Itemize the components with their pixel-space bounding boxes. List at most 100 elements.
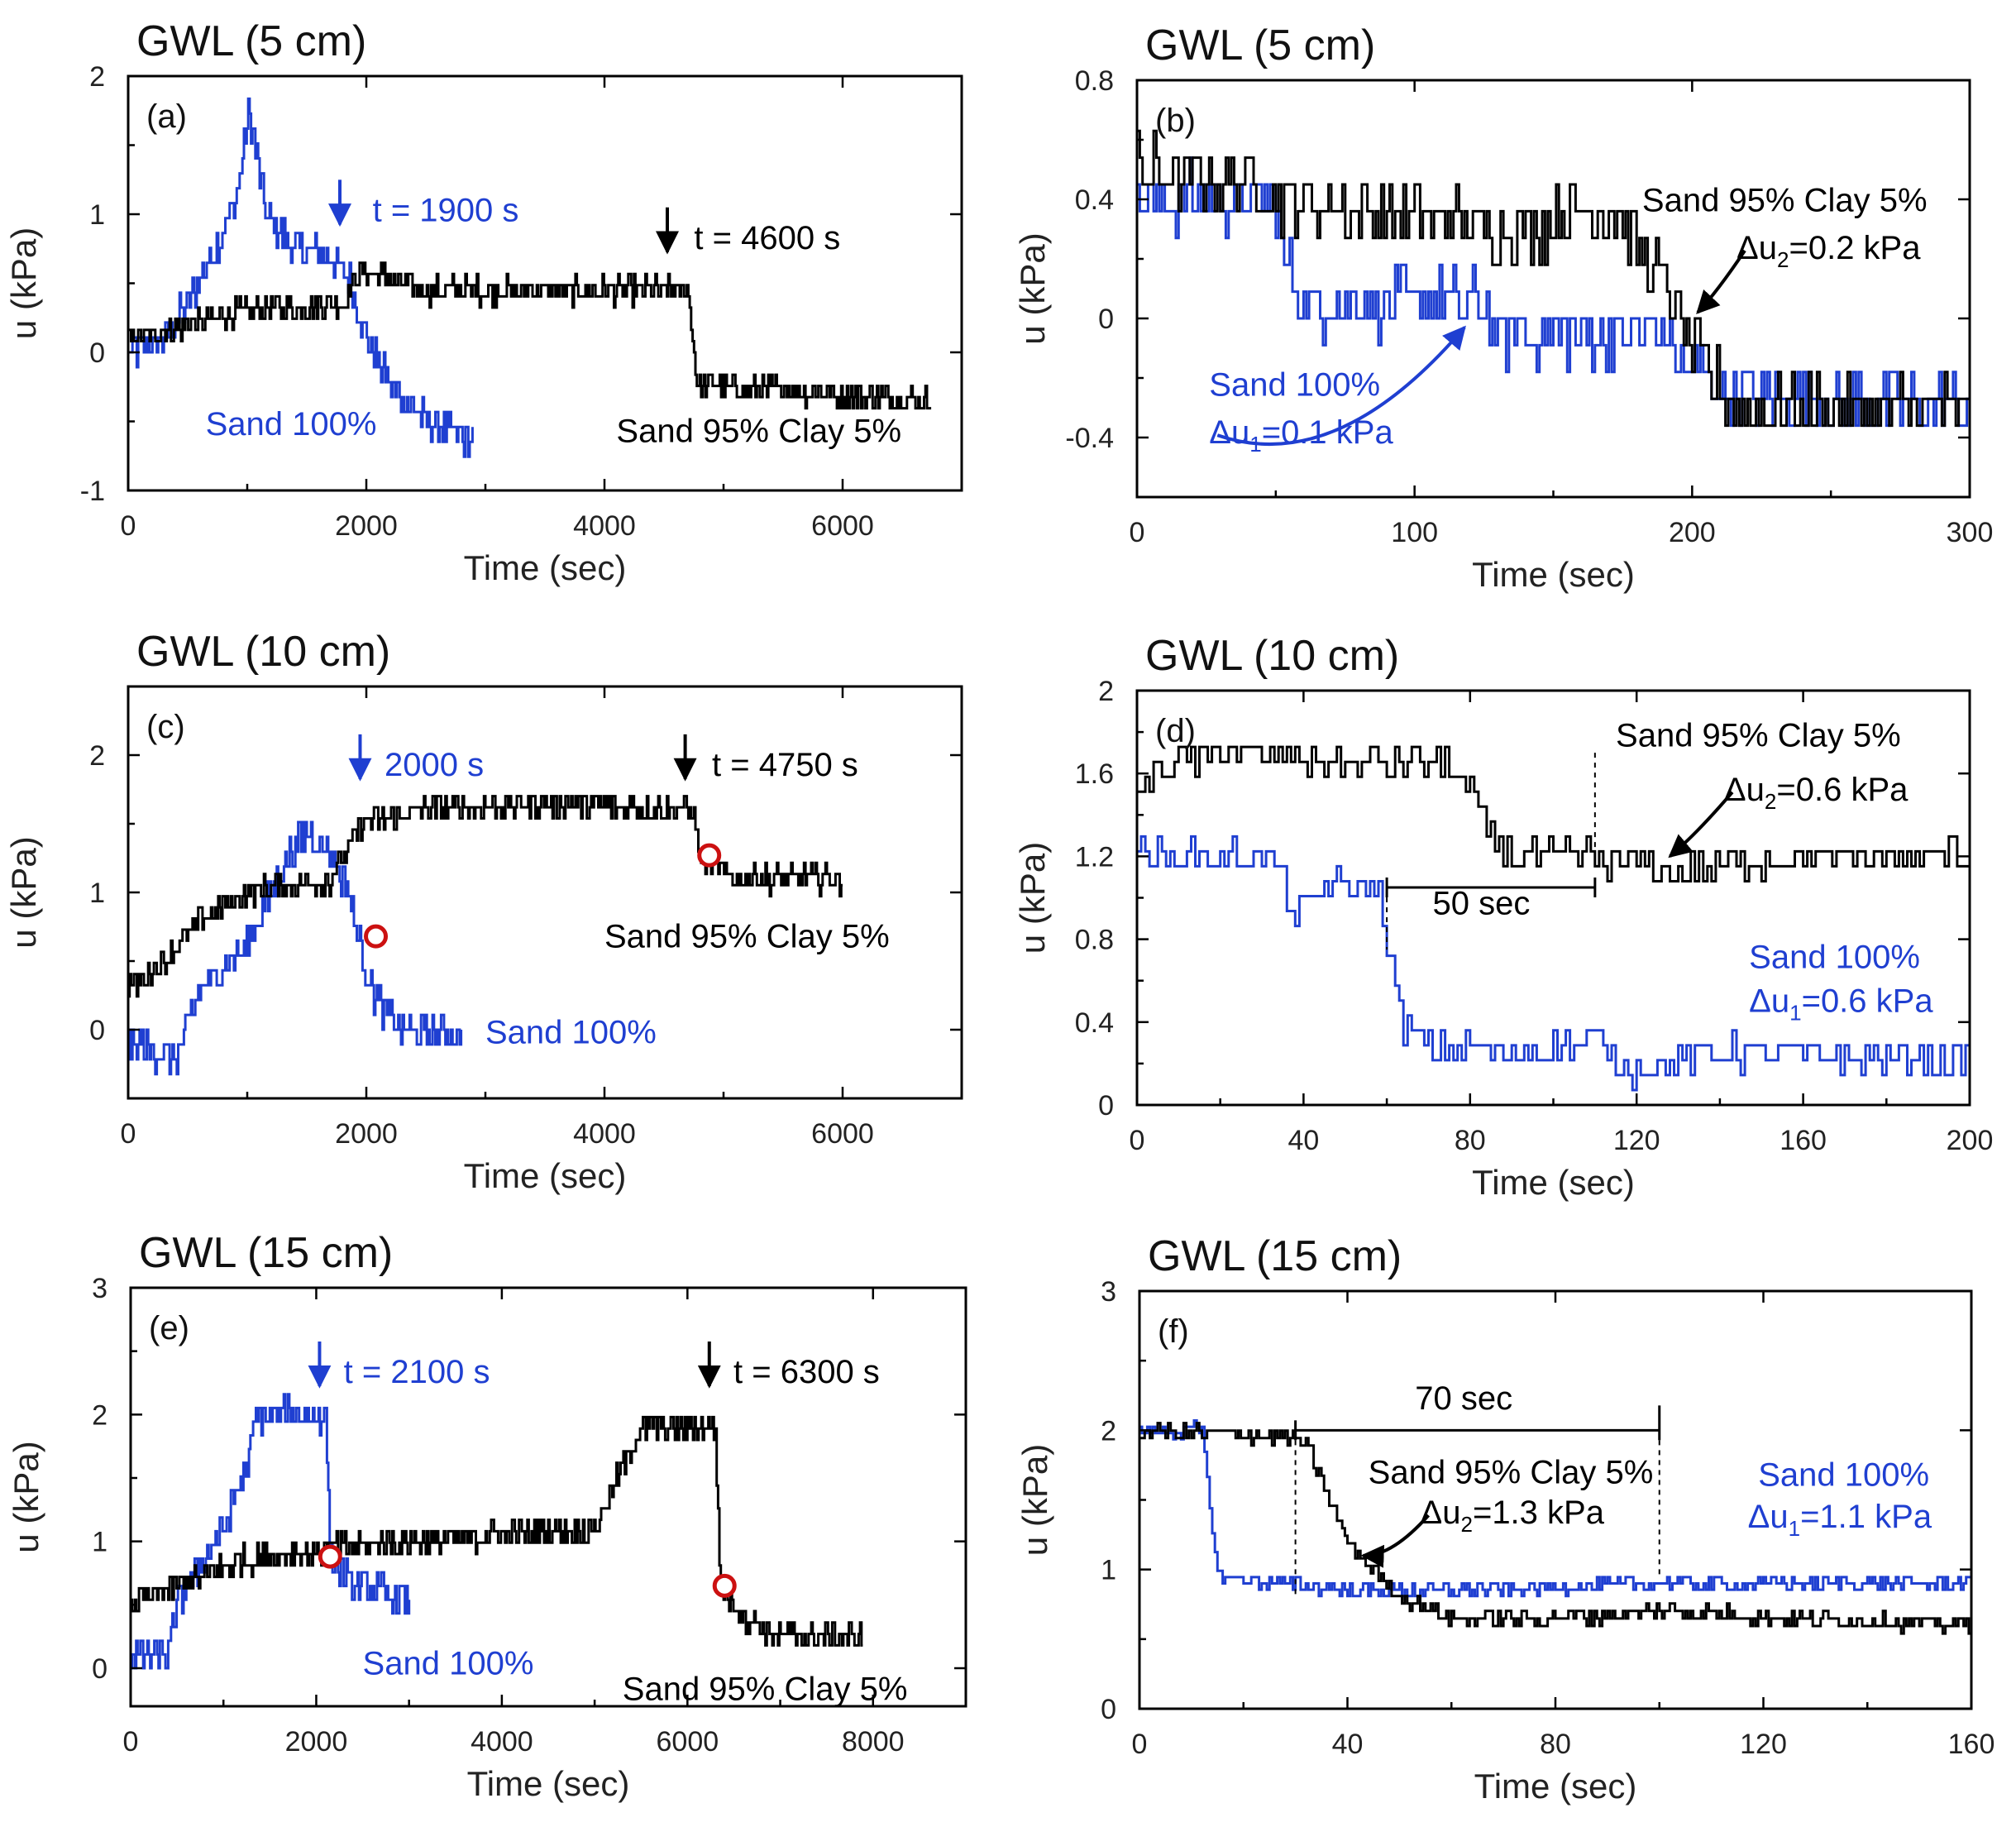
x-tick-label: 2000 bbox=[285, 1726, 348, 1758]
x-tick-label: 100 bbox=[1391, 517, 1438, 548]
panel-a: GWL (5 cm) 0 2000 4000 6000 -1 0 1 2 Time (sec) u … bbox=[4, 17, 963, 587]
y-tick-label: 1.6 bbox=[1075, 758, 1114, 790]
series-mix-line bbox=[1137, 129, 1970, 428]
x-tick-label: 4000 bbox=[573, 510, 636, 542]
x-tick-label: 6000 bbox=[811, 510, 874, 542]
annotation-label: Sand 100% bbox=[206, 406, 377, 442]
panel-title: GWL (10 cm) bbox=[1145, 632, 1399, 680]
annotation-label: Δu2=0.6 kPa bbox=[1724, 772, 1909, 814]
y-tick-label: 0 bbox=[1101, 1694, 1116, 1725]
annotation-label: 2000 s bbox=[385, 747, 484, 783]
annotation-label: Sand 100% bbox=[363, 1646, 534, 1682]
panel-title: GWL (10 cm) bbox=[136, 628, 390, 676]
series-sand-line bbox=[131, 1393, 411, 1670]
panel-label: (b) bbox=[1155, 103, 1196, 139]
y-tick-label: 2 bbox=[1101, 1415, 1116, 1447]
x-axis-label: Time (sec) bbox=[1472, 555, 1635, 594]
y-tick-label: 1.2 bbox=[1075, 841, 1114, 873]
y-tick-label: 0.8 bbox=[1075, 925, 1114, 956]
x-tick-label: 8000 bbox=[842, 1726, 905, 1758]
x-axis-label: Time (sec) bbox=[467, 1764, 630, 1803]
x-axis-label: Time (sec) bbox=[464, 1156, 627, 1195]
panel-f: GWL (15 cm) 0 40 80 120 160 0 1 2 3 Time (sec) u (k… bbox=[1015, 1232, 1995, 1805]
annotation-label: Sand 95% Clay 5% bbox=[1616, 718, 1901, 754]
y-axis-label: u (kPa) bbox=[1015, 1444, 1054, 1556]
callout-arrow bbox=[1360, 1514, 1431, 1568]
annotation-label: 70 sec bbox=[1415, 1380, 1512, 1417]
transition-marker bbox=[318, 1544, 342, 1569]
panel-b: GWL (5 cm) 0 100 200 300 -0.4 0 0.4 0.8 Time (sec… bbox=[1013, 22, 1993, 594]
panel-label: (a) bbox=[146, 98, 187, 135]
annotation-label: Δu2=1.3 kPa bbox=[1421, 1495, 1605, 1537]
callout-arrow bbox=[1216, 325, 1466, 446]
x-tick-label: 80 bbox=[1540, 1729, 1571, 1760]
annotation-label: t = 6300 s bbox=[733, 1354, 880, 1390]
transition-marker bbox=[712, 1573, 737, 1598]
callout-arrow bbox=[1668, 791, 1734, 858]
x-tick-label: 2000 bbox=[335, 1118, 398, 1150]
x-tick-label: 120 bbox=[1740, 1729, 1787, 1760]
y-tick-label: 0 bbox=[92, 1653, 107, 1685]
callout-arrow bbox=[1696, 249, 1746, 314]
x-tick-label: 160 bbox=[1780, 1125, 1827, 1156]
annotation-label: t = 1900 s bbox=[373, 192, 519, 228]
x-tick-label: 200 bbox=[1669, 517, 1716, 548]
annotation-label: Δu1=0.6 kPa bbox=[1749, 983, 1933, 1025]
series-mix-line bbox=[128, 261, 932, 410]
y-tick-label: 0.4 bbox=[1075, 184, 1114, 216]
annotation-label: t = 4600 s bbox=[694, 220, 840, 256]
y-tick-label: 3 bbox=[1101, 1276, 1116, 1308]
series-mix-line bbox=[1137, 745, 1970, 882]
x-tick-label: 0 bbox=[1130, 1125, 1145, 1156]
series-sand-line bbox=[1137, 835, 1970, 1092]
y-tick-label: 0 bbox=[89, 1015, 105, 1046]
x-axis-label: Time (sec) bbox=[1474, 1767, 1637, 1805]
annotation-label: Sand 95% Clay 5% bbox=[1369, 1454, 1654, 1490]
panel-label: (e) bbox=[149, 1310, 189, 1346]
x-tick-label: 80 bbox=[1455, 1125, 1486, 1156]
x-tick-label: 0 bbox=[1132, 1729, 1148, 1760]
annotation-label: Sand 100% bbox=[1758, 1457, 1929, 1494]
y-axis-label: u (kPa) bbox=[1013, 842, 1052, 954]
y-tick-label: 3 bbox=[92, 1273, 107, 1304]
annotation-label: Sand 95% Clay 5% bbox=[616, 414, 901, 450]
panel-label: (c) bbox=[146, 709, 185, 745]
annotation-label: Δu2=0.2 kPa bbox=[1737, 230, 1921, 272]
y-axis-label: u (kPa) bbox=[1013, 232, 1052, 344]
y-tick-label: 2 bbox=[89, 740, 105, 772]
y-tick-label: 0.4 bbox=[1075, 1007, 1114, 1039]
y-tick-label: 0.8 bbox=[1075, 65, 1114, 97]
x-axis-label: Time (sec) bbox=[464, 548, 627, 587]
plot-frame bbox=[129, 1286, 967, 1708]
x-tick-label: 4000 bbox=[573, 1118, 636, 1150]
panel-title: GWL (5 cm) bbox=[1145, 22, 1375, 69]
annotation-label: Δu1=0.1 kPa bbox=[1209, 414, 1393, 457]
y-tick-label: 1 bbox=[89, 878, 105, 909]
annotation-label: Sand 95% Clay 5% bbox=[623, 1671, 908, 1707]
series-mix-line bbox=[1139, 1422, 1971, 1635]
panel-label: (d) bbox=[1155, 713, 1196, 749]
series-mix-line bbox=[128, 795, 843, 998]
annotation-label: t = 2100 s bbox=[344, 1354, 490, 1390]
y-tick-label: 2 bbox=[89, 61, 105, 93]
x-tick-label: 300 bbox=[1947, 517, 1994, 548]
y-tick-label: -1 bbox=[80, 476, 105, 507]
x-tick-label: 4000 bbox=[471, 1726, 533, 1758]
annotation-label: Sand 95% Clay 5% bbox=[604, 918, 890, 954]
panel-e: GWL (15 cm) 0 2000 4000 6000 8000 0 1 2 3 Time (se… bbox=[7, 1229, 967, 1803]
y-tick-label: 0 bbox=[89, 337, 105, 369]
annotation-label: Δu1=1.1 kPa bbox=[1748, 1499, 1932, 1541]
annotation-label: Sand 100% bbox=[1749, 940, 1920, 976]
x-tick-label: 6000 bbox=[811, 1118, 874, 1150]
y-tick-label: 2 bbox=[92, 1399, 107, 1431]
annotation-label: 50 sec bbox=[1432, 886, 1530, 922]
y-axis-label: u (kPa) bbox=[7, 1441, 45, 1552]
x-tick-label: 120 bbox=[1613, 1125, 1660, 1156]
y-axis-label: u (kPa) bbox=[4, 227, 43, 339]
y-tick-label: -0.4 bbox=[1065, 423, 1114, 454]
series-sand-line bbox=[128, 820, 463, 1076]
x-tick-label: 160 bbox=[1948, 1729, 1995, 1760]
annotation-label: t = 4750 s bbox=[712, 747, 858, 783]
y-tick-label: 1 bbox=[1101, 1555, 1116, 1586]
